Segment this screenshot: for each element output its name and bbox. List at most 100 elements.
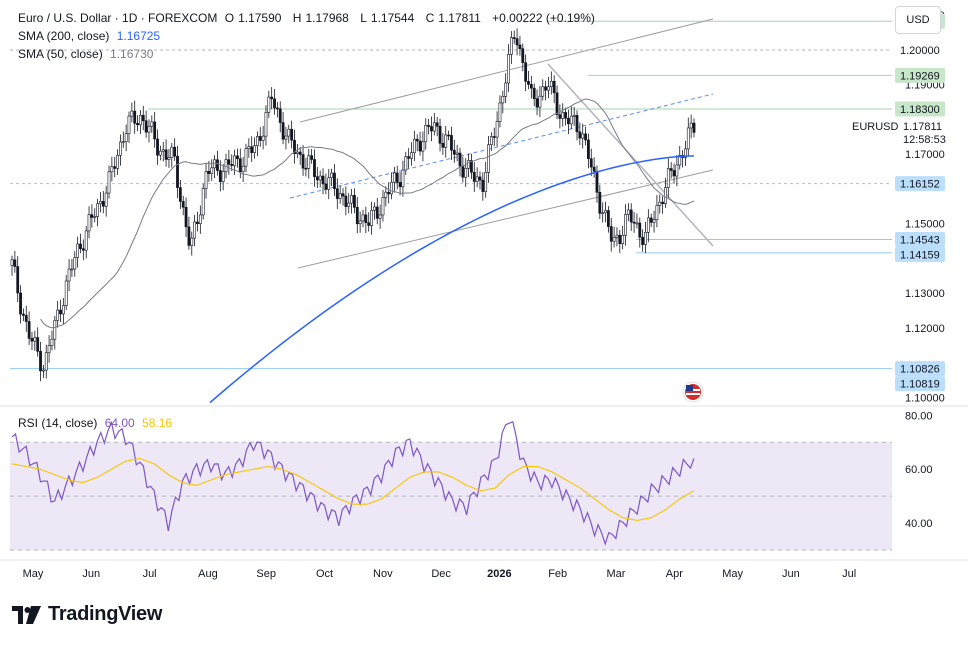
candle-body [324,183,328,190]
sma50-legend[interactable]: SMA (50, close) 1.16730 [18,47,157,61]
candle-body [507,54,510,84]
candle-body [492,136,496,138]
candle-body [515,38,519,46]
tradingview-brand[interactable]: TradingView [12,603,162,626]
candle-body [395,172,399,183]
candle-body [216,159,219,171]
candle-body [578,131,582,139]
candle-body [652,219,656,223]
sma200-label: SMA (200, close) [18,29,110,43]
candle-body [110,166,114,173]
candle-body [649,217,653,223]
candle-body [390,181,393,195]
candle-body [418,140,422,152]
candle-body [213,159,217,169]
candle-body [113,166,117,169]
candle-body [284,135,288,140]
candle-body [201,188,205,216]
candle-body [632,221,636,224]
candle-body [230,164,234,166]
rsi-legend[interactable]: RSI (14, close) 64.00 58.16 [18,416,176,430]
candle-body [441,142,445,148]
candle-body [70,268,74,271]
candle-body [621,234,625,244]
sma200-legend[interactable]: SMA (200, close) 1.16725 [18,29,164,43]
candle-body [384,191,388,198]
candle-body [575,115,579,133]
candle-body [470,160,473,173]
candle-body [241,165,245,173]
candle-body [187,226,191,246]
candle-body [36,337,40,352]
candle-body [107,171,111,194]
price-label-box [895,232,945,248]
candle-body [184,206,188,228]
price-tick-label: 1.12000 [905,323,945,335]
time-tick-label: Sep [256,568,276,580]
candle-body [624,214,627,236]
price-tick-label: 1.10000 [905,392,945,404]
candle-body [378,214,382,219]
price-label-box [895,376,945,392]
candle-body [658,201,662,206]
candle-body [84,230,88,251]
candle-body [207,171,211,174]
candle-body [30,338,34,342]
candle-body [638,222,642,238]
candle-body [504,82,508,97]
candle-body [424,125,428,143]
rsi-value: 64.00 [104,416,135,430]
candle-body [398,182,402,188]
candle-body [344,195,348,207]
candle-body [41,369,45,372]
channel-midline [289,93,714,199]
candle-body [244,148,248,167]
price-label-text: 1.10819 [900,379,940,391]
candle-body [278,108,282,123]
price-label-box [895,42,945,58]
candle-body [655,205,659,220]
candle-body [635,222,639,225]
candle-body [501,96,505,104]
price-tick-label: 1.13000 [905,288,945,300]
candle-body [22,313,25,316]
candle-body [256,136,259,146]
candle-body [101,201,105,207]
candle-body [204,171,208,189]
candle-body [455,152,459,155]
candle-body [341,193,345,197]
candle-body [555,92,559,115]
candle-body [541,86,545,97]
candle-body [350,195,353,204]
rsi-line [11,420,695,546]
candle-body [19,292,22,315]
time-tick-label: Oct [316,568,333,580]
candle-body [381,197,385,216]
candle-body [104,192,108,207]
descending-trendline [547,63,714,247]
candle-body [81,248,85,251]
candle-body [236,155,239,160]
price-label-box [895,247,945,263]
candle-body [227,159,231,165]
rsi-tick-label: 40.00 [905,518,933,530]
candle-body [76,243,80,258]
candle-body [589,158,593,168]
candle-body [198,214,202,224]
candle-body [287,128,291,137]
rsi-ma-line [11,457,695,521]
price-label-text: 1.14543 [900,235,940,247]
candle-body [295,151,299,154]
candle-body [144,120,148,133]
symbol-title: Euro / U.S. Dollar · 1D · FOREXCOM [18,11,218,25]
candle-body [615,234,619,238]
candle-body [50,338,54,346]
candle-body [164,149,168,160]
candle-body [415,138,419,142]
candle-body [16,266,20,294]
price-label-text: 1.20000 [900,45,940,57]
candle-body [561,112,565,119]
currency-button[interactable]: USD [895,6,941,34]
candle-body [338,193,342,199]
symbol-legend: Euro / U.S. Dollar · 1D · FOREXCOM O 1.17… [18,11,599,25]
